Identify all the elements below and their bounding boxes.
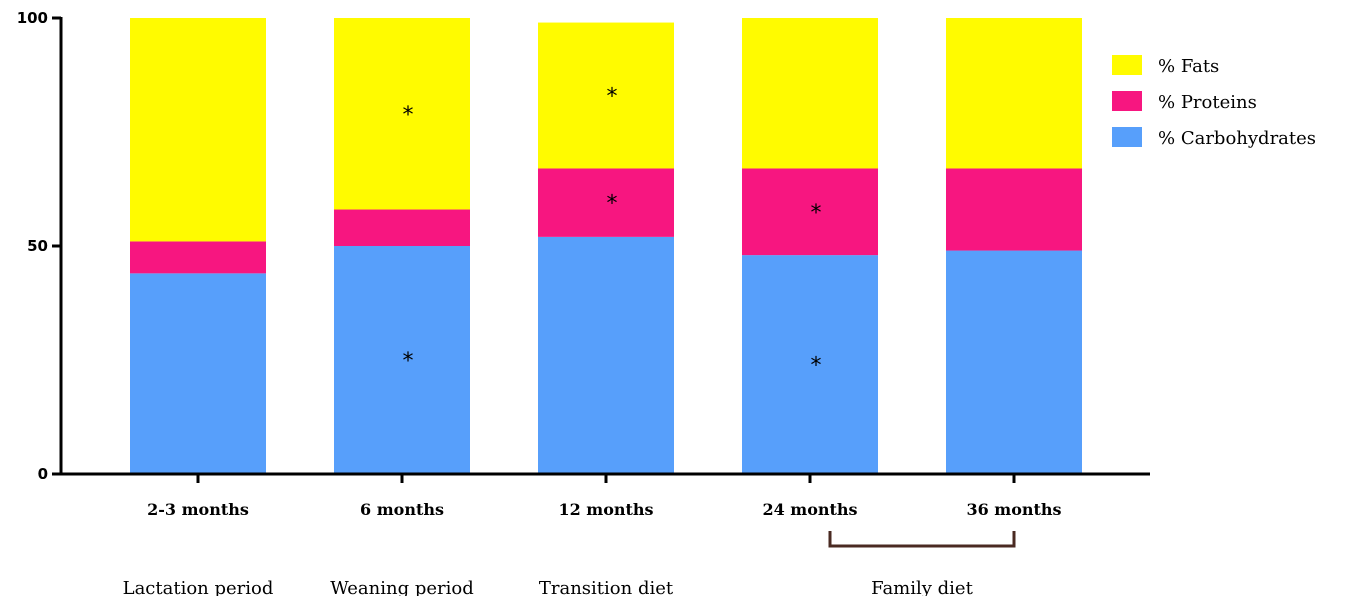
y-tick-label-100: 100 bbox=[17, 9, 48, 27]
bar-24-months-pct-carbohydrates bbox=[742, 255, 878, 474]
significance-star-24-months-pct-proteins: * bbox=[811, 201, 822, 226]
period-label-weaning-period: Weaning period bbox=[330, 578, 474, 596]
significance-star-24-months-pct-carbohydrates: * bbox=[811, 354, 822, 379]
legend-label-pct-fats: % Fats bbox=[1158, 56, 1219, 77]
period-labels: Lactation period Weaning period Transition… bbox=[123, 531, 1016, 596]
bar-36-months-pct-fats bbox=[946, 18, 1082, 169]
bracket-family-diet bbox=[828, 531, 1016, 548]
significance-star-6-months-pct-carbohydrates: * bbox=[403, 349, 414, 374]
legend-swatch-pct-proteins bbox=[1112, 91, 1142, 111]
x-tick-label-24-months: 24 months bbox=[762, 500, 857, 519]
bars-group bbox=[130, 18, 1082, 474]
period-label-lactation-period: Lactation period bbox=[123, 578, 274, 596]
y-tick-label-50: 50 bbox=[27, 237, 48, 255]
bar-24-months-pct-fats bbox=[742, 18, 878, 169]
bar-6-months-pct-carbohydrates bbox=[334, 246, 470, 474]
bar-2-3-months-pct-proteins bbox=[130, 241, 266, 274]
significance-markers: * * * * * * bbox=[403, 85, 822, 379]
period-label-family-diet: Family diet bbox=[871, 578, 973, 596]
x-tick-label-2-3-months: 2-3 months bbox=[147, 500, 249, 519]
bar-12-months-pct-proteins bbox=[538, 168, 674, 237]
bar-6-months-pct-fats bbox=[334, 18, 470, 210]
significance-star-6-months-pct-fats: * bbox=[403, 103, 414, 128]
legend-swatch-pct-fats bbox=[1112, 55, 1142, 75]
bar-2-3-months-pct-carbohydrates bbox=[130, 273, 266, 474]
legend: % Fats % Proteins % Carbohydrates bbox=[1112, 55, 1316, 149]
x-tick-label-6-months: 6 months bbox=[360, 500, 444, 519]
bar-24-months-pct-proteins bbox=[742, 168, 878, 256]
bar-12-months-pct-carbohydrates bbox=[538, 236, 674, 474]
legend-label-pct-carbohydrates: % Carbohydrates bbox=[1158, 128, 1316, 149]
axes-group: 0 50 100 2-3 months 6 months 12 months 24 mont… bbox=[17, 9, 1150, 519]
bar-12-months-pct-fats bbox=[538, 22, 674, 169]
x-tick-label-36-months: 36 months bbox=[966, 500, 1061, 519]
x-tick-label-12-months: 12 months bbox=[558, 500, 653, 519]
legend-swatch-pct-carbohydrates bbox=[1112, 127, 1142, 147]
bar-2-3-months-pct-fats bbox=[130, 18, 266, 242]
y-tick-label-0: 0 bbox=[38, 465, 48, 483]
significance-star-12-months-pct-proteins: * bbox=[607, 192, 618, 217]
bar-6-months-pct-proteins bbox=[334, 209, 470, 246]
period-label-transition-diet: Transition diet bbox=[539, 578, 674, 596]
significance-star-12-months-pct-fats: * bbox=[607, 85, 618, 110]
legend-label-pct-proteins: % Proteins bbox=[1158, 92, 1257, 113]
bar-36-months-pct-carbohydrates bbox=[946, 250, 1082, 474]
bar-36-months-pct-proteins bbox=[946, 168, 1082, 251]
